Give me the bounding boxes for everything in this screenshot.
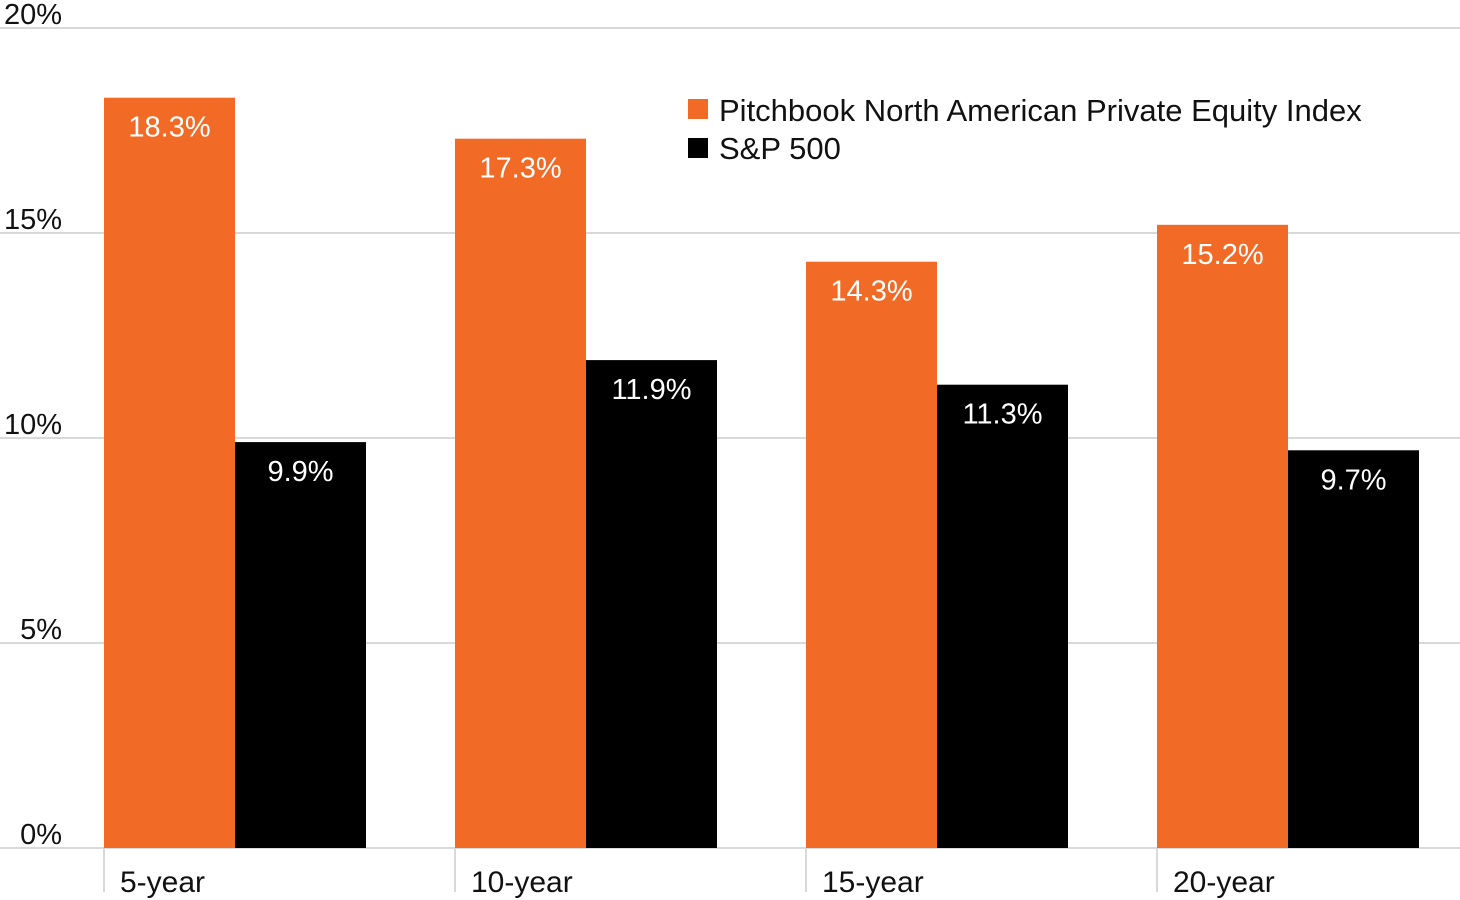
data-labels: 18.3% 9.9% 17.3% 11.9% 14.3% 11.3% 15.2% 9.7% (128, 112, 1386, 497)
legend-item-private-equity: Pitchbook North American Private Equity … (688, 93, 1362, 128)
bars (104, 97, 1419, 849)
y-tick-label: 0% (20, 819, 62, 851)
data-label: 9.7% (1320, 464, 1386, 496)
bar-private-equity (455, 138, 586, 848)
x-axis: 5-year 10-year 15-year 20-year (103, 848, 1275, 899)
data-label: 11.9% (611, 374, 691, 406)
y-tick-label: 10% (4, 409, 62, 441)
bar-sp500 (235, 442, 366, 848)
legend: Pitchbook North American Private Equity … (688, 93, 1362, 166)
data-label: 11.3% (962, 399, 1042, 431)
y-axis: 0% 5% 10% 15% 20% (4, 0, 62, 851)
x-tick-label: 20-year (1173, 866, 1275, 899)
data-label: 9.9% (267, 456, 333, 488)
bar-sp500 (586, 360, 717, 848)
legend-swatch-private-equity (688, 99, 708, 119)
legend-label-private-equity: Pitchbook North American Private Equity … (719, 93, 1362, 128)
bar-sp500 (1288, 450, 1419, 848)
data-label: 15.2% (1181, 239, 1263, 271)
x-tick-label: 5-year (120, 866, 205, 899)
x-tick-label: 15-year (822, 866, 924, 899)
y-tick-label: 5% (20, 614, 62, 646)
y-tick-label: 15% (4, 204, 62, 236)
x-tick-label: 10-year (471, 866, 573, 899)
data-label: 14.3% (830, 276, 912, 308)
data-label: 17.3% (479, 153, 561, 185)
legend-swatch-sp500 (688, 138, 708, 158)
y-tick-label: 20% (4, 0, 62, 31)
bar-sp500 (937, 384, 1068, 848)
bar-private-equity (104, 97, 235, 848)
bar-private-equity (806, 261, 937, 848)
legend-label-sp500: S&P 500 (719, 131, 841, 166)
bar-private-equity (1157, 224, 1288, 849)
legend-item-sp500: S&P 500 (688, 131, 841, 166)
data-label: 18.3% (128, 112, 210, 144)
